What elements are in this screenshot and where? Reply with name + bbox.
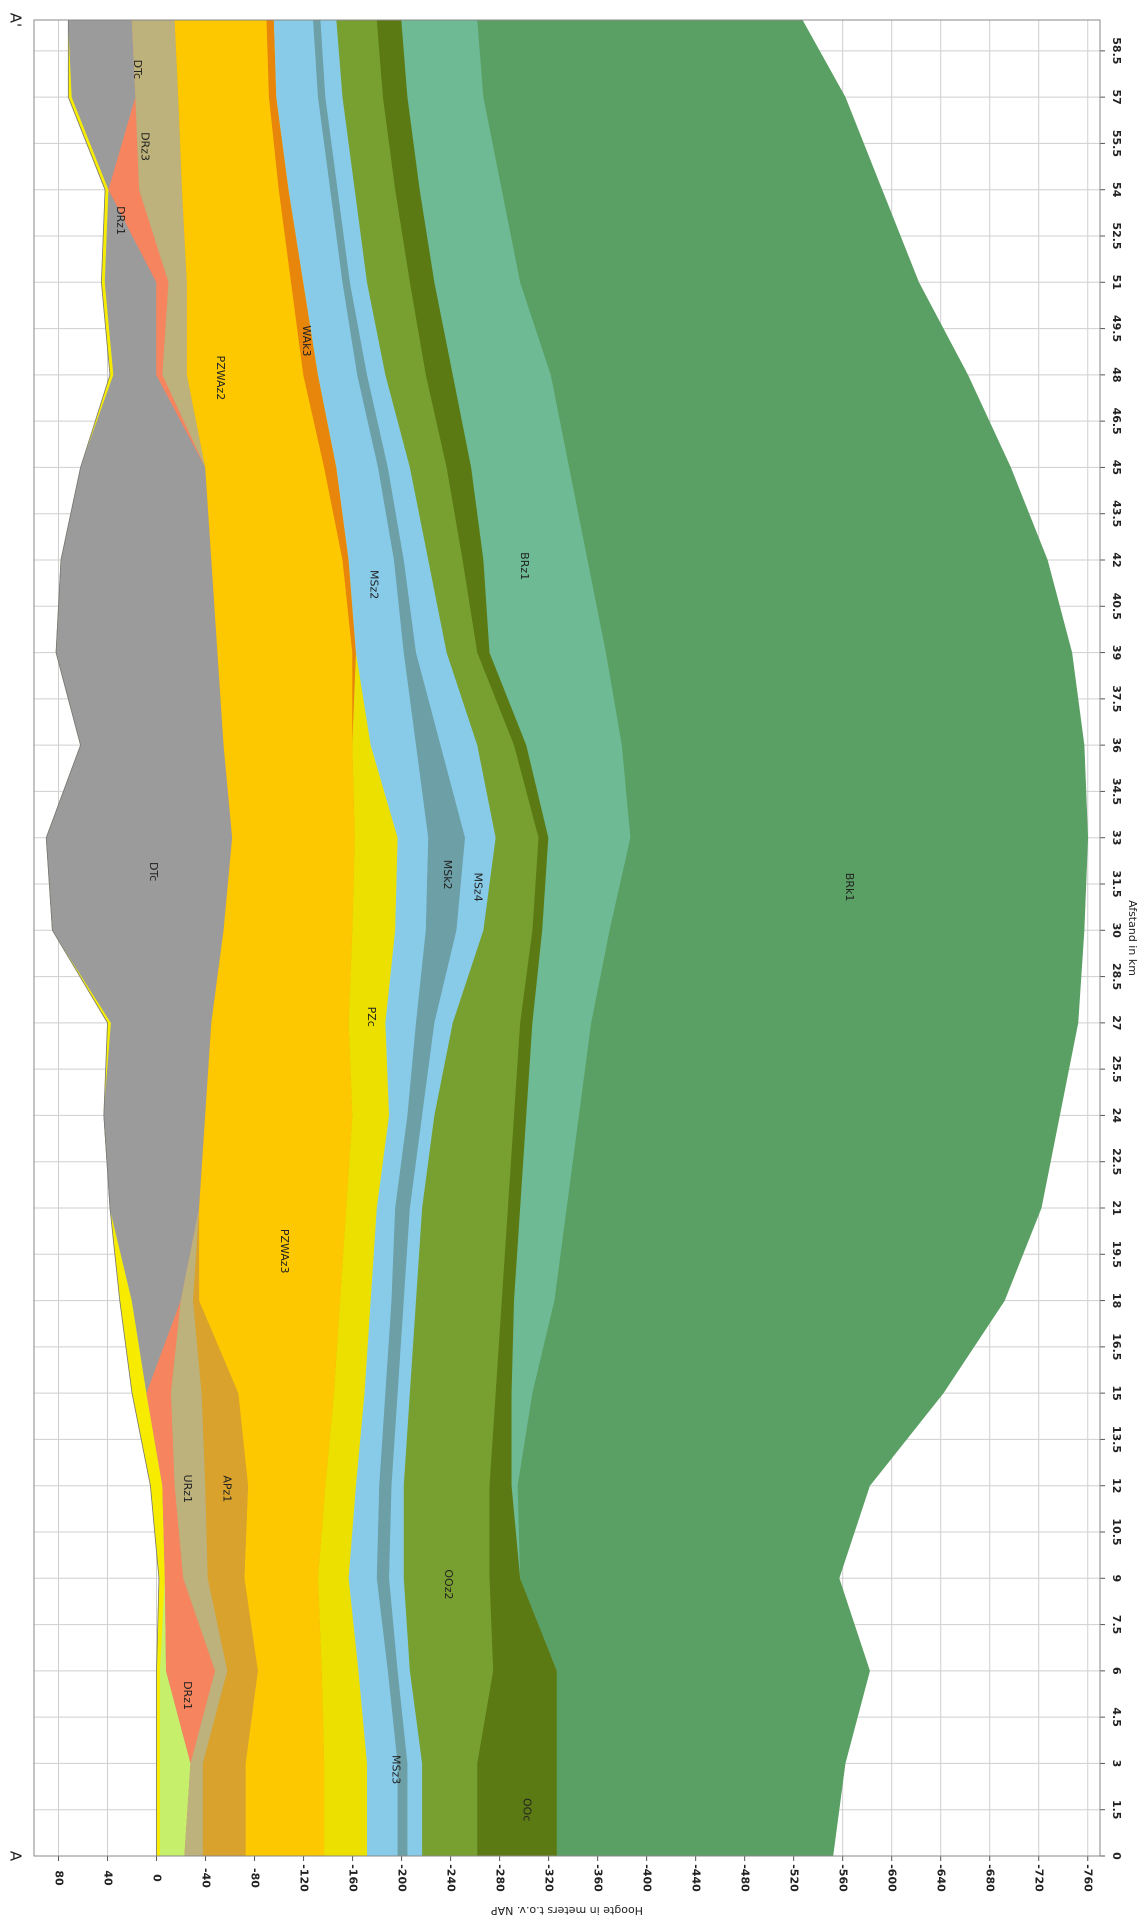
layer-label: WAk3 (300, 325, 313, 356)
y-tick-label: -480 (739, 1864, 752, 1892)
x-tick-label: 54 (1110, 182, 1123, 198)
y-tick-label: -520 (788, 1864, 801, 1892)
layer-label: MSz4 (472, 872, 485, 901)
x-tick-label: 52.5 (1110, 222, 1123, 249)
x-tick-label: 43.5 (1110, 500, 1123, 527)
y-tick-label: 0 (151, 1874, 164, 1882)
x-tick-label: 27 (1110, 1015, 1123, 1030)
x-tick-label: 49.5 (1110, 315, 1123, 342)
x-tick-label: 16.5 (1110, 1333, 1123, 1360)
y-tick-label: -640 (935, 1864, 948, 1892)
y-tick-label: -200 (396, 1864, 409, 1892)
x-tick-label: 37.5 (1110, 685, 1123, 712)
x-tick-label: 9 (1110, 1574, 1123, 1582)
x-tick-label: 34.5 (1110, 778, 1123, 805)
layer-label: DRz1 (181, 1681, 194, 1710)
x-tick-label: 12 (1110, 1478, 1123, 1493)
y-tick-label: -160 (347, 1864, 360, 1892)
x-tick-label: 18 (1110, 1293, 1123, 1308)
x-tick-label: 33 (1110, 830, 1123, 845)
x-tick-label: 13.5 (1110, 1426, 1123, 1453)
x-tick-label: 42 (1110, 552, 1123, 567)
y-tick-label: -320 (543, 1864, 556, 1892)
layer-label: DRz3 (138, 132, 151, 161)
layer-label: DTc (147, 862, 160, 881)
layer-label: DTc (131, 60, 144, 79)
x-tick-label: 22.5 (1110, 1148, 1123, 1175)
x-tick-label: 28.5 (1110, 963, 1123, 990)
x-tick-label: 39 (1110, 645, 1123, 660)
x-tick-label: 10.5 (1110, 1518, 1123, 1545)
x-tick-label: 46.5 (1110, 408, 1123, 435)
y-tick-label: -680 (984, 1864, 997, 1892)
y-tick-label: -720 (1033, 1864, 1046, 1892)
y-tick-label: -440 (690, 1864, 703, 1892)
layer-label: MSz3 (389, 1755, 402, 1784)
y-tick-label: -760 (1082, 1864, 1095, 1892)
x-tick-label: 40.5 (1110, 593, 1123, 620)
x-tick-label: 51 (1110, 275, 1123, 290)
x-tick-label: 45 (1110, 460, 1123, 475)
layer-label: PZWAz2 (214, 356, 227, 401)
layer-label: BRk1 (843, 873, 856, 902)
x-tick-label: 4.5 (1110, 1707, 1123, 1727)
section-start: A (7, 1851, 25, 1862)
y-tick-label: -600 (886, 1864, 899, 1892)
layer-label: OOc (521, 1798, 534, 1821)
section-end: A' (7, 13, 25, 27)
x-tick-label: 3 (1110, 1760, 1123, 1768)
x-tick-label: 19.5 (1110, 1241, 1123, 1268)
x-tick-label: 1.5 (1110, 1800, 1123, 1820)
layer-label: DRz1 (114, 206, 127, 235)
y-tick-label: -280 (494, 1864, 507, 1892)
y-tick-label: -400 (641, 1864, 654, 1892)
x-tick-label: 0 (1110, 1852, 1123, 1860)
layer-label: PZWAz3 (278, 1229, 291, 1274)
y-tick-label: -40 (200, 1868, 213, 1888)
y-tick-label: -360 (592, 1864, 605, 1892)
x-tick-label: 58.5 (1110, 37, 1123, 64)
y-axis-title: Hoogte in meters t.o.v. NAP (491, 1904, 643, 1917)
y-tick-label: -560 (837, 1864, 850, 1892)
layer-label: MSk2 (441, 860, 454, 890)
layers (46, 20, 1087, 1856)
x-tick-label: 36 (1110, 737, 1123, 753)
x-tick-label: 30 (1110, 923, 1123, 939)
x-tick-label: 24 (1110, 1108, 1123, 1124)
y-tick-label: -240 (445, 1864, 458, 1892)
x-tick-label: 25.5 (1110, 1056, 1123, 1083)
y-tick-label: -80 (249, 1868, 262, 1888)
x-tick-label: 31.5 (1110, 870, 1123, 897)
x-tick-label: 7.5 (1110, 1615, 1123, 1635)
y-tick-label: 40 (102, 1870, 115, 1886)
layer-label: APz1 (220, 1475, 233, 1502)
layer-label: BRz1 (518, 552, 531, 580)
layer-label: PZc (365, 1007, 378, 1027)
x-tick-label: 57 (1110, 89, 1123, 104)
x-axis-title: Afstand in km (1126, 900, 1139, 976)
x-tick-label: 48 (1110, 367, 1123, 382)
layer-label: OOz2 (442, 1569, 455, 1599)
x-tick-label: 6 (1110, 1667, 1123, 1675)
y-tick-label: 80 (53, 1870, 66, 1886)
cross-section-chart: A A' Hoogte in meters t.o.v. NAP Afstand… (0, 0, 1145, 1923)
x-tick-label: 55.5 (1110, 130, 1123, 157)
layer-label: URz1 (181, 1475, 194, 1503)
layer-label: MSz2 (367, 570, 380, 599)
y-tick-label: -120 (298, 1864, 311, 1892)
x-tick-label: 21 (1110, 1200, 1123, 1215)
x-tick-label: 15 (1110, 1385, 1123, 1400)
